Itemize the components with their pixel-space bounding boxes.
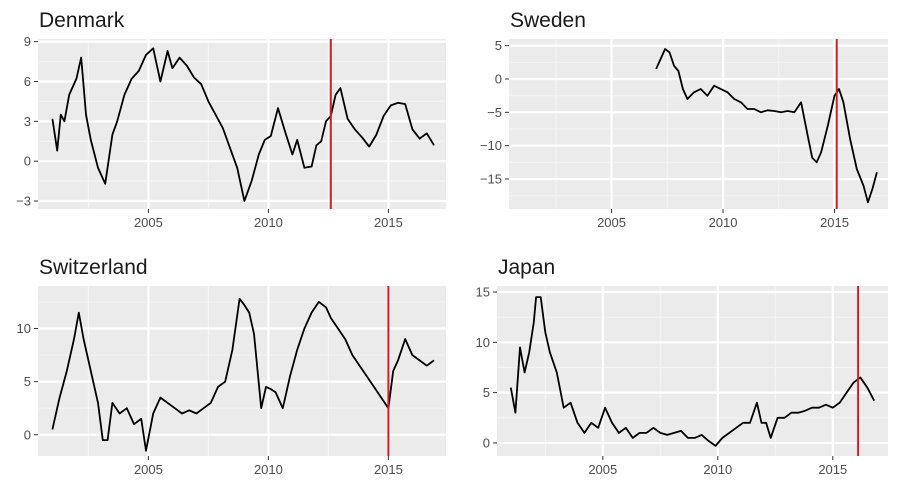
y-tick-label: 5 (24, 374, 31, 389)
y-tick-label: 9 (24, 34, 31, 49)
y-tick-label: 5 (483, 385, 490, 400)
panel-switzerland: Switzerland 2005 2010 2015 0 5 10 (17, 256, 446, 477)
x-tick-label: 2015 (820, 215, 849, 230)
y-tick-label: 10 (17, 321, 31, 336)
y-tick-label: 0 (24, 154, 31, 169)
x-tick-label: 2015 (374, 215, 403, 230)
plot-background (509, 39, 888, 209)
panel-title: Japan (498, 256, 555, 279)
plot-background (497, 286, 888, 456)
y-tick-label: −15 (480, 172, 502, 187)
series-line (51, 297, 435, 452)
y-tick-label: 15 (476, 285, 490, 300)
y-tick-label: 0 (24, 427, 31, 442)
y-tick-label: 0 (483, 435, 490, 450)
panel-title: Switzerland (39, 256, 148, 279)
y-tick-label: 6 (24, 74, 31, 89)
series-line (509, 296, 875, 447)
x-tick-label: 2005 (134, 462, 163, 477)
panel-denmark: Denmark 2005 2010 2015 −3 0 3 6 9 (16, 9, 446, 230)
series-line (655, 48, 878, 204)
x-tick-label: 2010 (254, 462, 283, 477)
y-tick-label: −5 (487, 105, 502, 120)
y-tick-label: 0 (495, 72, 502, 87)
series-line (51, 47, 435, 202)
x-tick-label: 2005 (134, 215, 163, 230)
plot-background (38, 39, 446, 209)
panel-sweden: Sweden 2005 2010 2015 −15 −10 −5 0 5 (480, 9, 888, 230)
x-tick-label: 2005 (597, 215, 626, 230)
y-tick-label: 3 (24, 114, 31, 129)
x-tick-label: 2010 (254, 215, 283, 230)
panel-title: Denmark (39, 9, 125, 32)
y-tick-label: 10 (476, 335, 490, 350)
panel-japan: Japan 2005 2010 2015 0 5 10 15 (476, 256, 888, 477)
y-tick-label: −3 (16, 194, 31, 209)
panel-title: Sweden (510, 9, 586, 32)
plot-background (38, 286, 446, 456)
y-tick-label: −10 (480, 138, 502, 153)
x-tick-label: 2015 (374, 462, 403, 477)
x-tick-label: 2010 (703, 462, 732, 477)
x-tick-label: 2010 (709, 215, 738, 230)
y-tick-label: 5 (495, 38, 502, 53)
x-tick-label: 2005 (588, 462, 617, 477)
x-tick-label: 2015 (818, 462, 847, 477)
